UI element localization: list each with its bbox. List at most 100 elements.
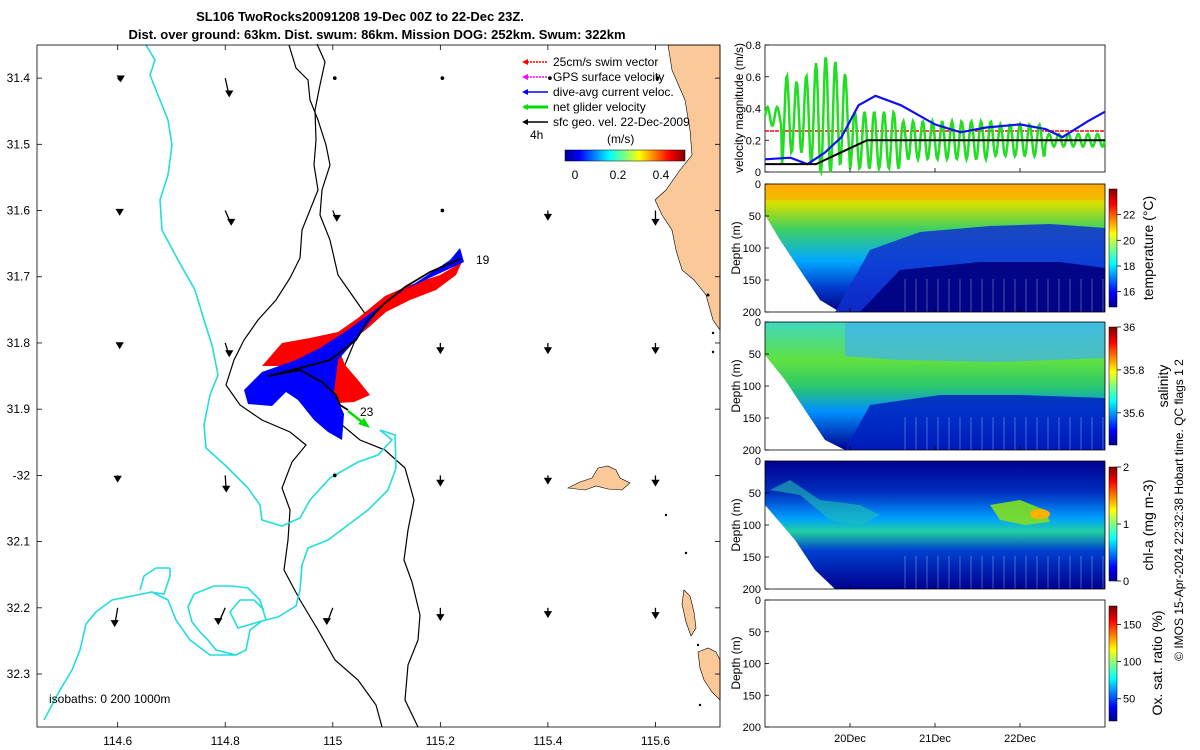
colorbar-tick-0: 0 bbox=[572, 168, 579, 182]
geo-arrowhead bbox=[225, 90, 234, 98]
temperature-colorbar bbox=[1108, 188, 1118, 308]
depth-tick-label: 150 bbox=[743, 690, 761, 702]
map-y-tick-label: 31.6 bbox=[7, 204, 31, 218]
colorbar-tick-label: 100 bbox=[1123, 657, 1141, 669]
map-y-tick-label: 31.8 bbox=[7, 336, 31, 350]
geo-arrowhead bbox=[214, 618, 223, 626]
depth-tick-label: 0 bbox=[755, 179, 761, 191]
salinity-depth-label: Depth (m) bbox=[729, 359, 743, 412]
geo-arrowhead bbox=[222, 485, 231, 493]
velocity-panel: 0 0.2 0.4 0.6 0.8 velocity magnitude (m/s) bbox=[732, 40, 1107, 179]
depth-tick-label: 200 bbox=[743, 445, 761, 457]
oxygen-depth-label: Depth (m) bbox=[729, 636, 743, 689]
current-vector-fill bbox=[244, 248, 464, 440]
geo-arrowhead bbox=[543, 347, 553, 355]
geo-arrowhead bbox=[322, 618, 331, 626]
geo-arrow-dot bbox=[440, 208, 445, 213]
date-tick-label: 20Dec bbox=[834, 733, 866, 745]
geo-arrowhead bbox=[436, 347, 445, 355]
date-tick-label: 21Dec bbox=[919, 733, 951, 745]
land-island-garden bbox=[681, 589, 697, 637]
geo-arrowhead bbox=[115, 208, 124, 216]
current-speed-line bbox=[764, 94, 1106, 166]
legend-label: net glider velocity bbox=[553, 100, 646, 114]
salinity-panel: 0 50 100 150 200 35.6 35.8 36 Depth (m) salini… bbox=[729, 317, 1171, 457]
chla-panel: 0 50 100 150 200 0 1 2 Depth (m) chl-a (mg m-3… bbox=[729, 456, 1156, 596]
geo-speed-line bbox=[765, 139, 1105, 166]
chla-cb-label: chl-a (mg m-3) bbox=[1140, 479, 1156, 570]
geo-arrowhead bbox=[225, 350, 234, 358]
legend-label: dive-avg current veloc. bbox=[553, 85, 674, 99]
velocity-tick-label: 0.2 bbox=[746, 135, 761, 147]
geo-arrow-dot bbox=[655, 76, 660, 80]
geo-arrowhead bbox=[436, 614, 445, 622]
colorbar-tick-label: 35.8 bbox=[1123, 365, 1144, 377]
legend-label: sfc geo. vel. 22-Dec-2009 bbox=[553, 115, 690, 129]
colorbar-tick-1: 0.2 bbox=[610, 168, 627, 182]
land-island-rottnest bbox=[566, 465, 631, 491]
map-y-tick-label: 32.1 bbox=[7, 535, 31, 549]
title-line-1: SL106 TwoRocks20091208 19-Dec 00Z to 22-… bbox=[196, 9, 524, 24]
geo-arrowhead bbox=[543, 611, 553, 619]
depth-tick-label: 150 bbox=[743, 413, 761, 425]
velocity-tick-label: 0.8 bbox=[746, 40, 761, 52]
map-x-tick-label: 115.4 bbox=[533, 734, 562, 748]
salinity-colorbar bbox=[1108, 326, 1118, 446]
depth-tick-label: 200 bbox=[743, 722, 761, 734]
map-frame bbox=[36, 44, 721, 728]
geo-arrow-dot bbox=[332, 76, 337, 80]
colorbar-tick-label: 150 bbox=[1123, 620, 1141, 632]
geo-velocity-arrows bbox=[110, 75, 660, 628]
map-x-tick-label: 115 bbox=[323, 734, 342, 748]
geo-arrowhead bbox=[651, 347, 660, 355]
velocity-tick-label: 0 bbox=[755, 167, 761, 179]
depth-tick-label: 50 bbox=[749, 488, 761, 500]
salinity-cb-label: salinity bbox=[1155, 365, 1171, 408]
title-line-2: Dist. over ground: 63km. Dist. swum: 86k… bbox=[128, 27, 625, 42]
geo-arrowhead bbox=[543, 477, 553, 485]
colorbar-tick-label: 22 bbox=[1123, 210, 1135, 222]
depth-tick-label: 0 bbox=[755, 595, 761, 607]
depth-tick-label: 100 bbox=[743, 659, 761, 671]
oxygen-cb-label: Ox. sat. ratio (%) bbox=[1149, 610, 1165, 715]
geo-arrowhead bbox=[110, 620, 119, 628]
temperature-panel: 0 50 100 150 200 16 18 20 22 Depth (m) temperat… bbox=[729, 179, 1156, 319]
legend-arrowhead bbox=[522, 74, 528, 80]
legend-arrowhead bbox=[522, 119, 528, 125]
velocity-ylabel: velocity magnitude (m/s) bbox=[732, 43, 746, 173]
day-label-end: 23 bbox=[360, 405, 374, 419]
geo-arrowhead bbox=[116, 75, 125, 83]
velocity-tick-label: 0.6 bbox=[746, 72, 761, 84]
temperature-cb-label: temperature (°C) bbox=[1140, 196, 1156, 300]
depth-tick-label: 100 bbox=[743, 520, 761, 532]
geo-arrowhead bbox=[651, 612, 660, 620]
depth-tick-label: 50 bbox=[749, 349, 761, 361]
colorbar-tick-label: 18 bbox=[1123, 261, 1135, 273]
depth-tick-label: 200 bbox=[743, 307, 761, 319]
velocity-tick-label: 0.4 bbox=[746, 104, 761, 116]
colorbar-tick-label: 16 bbox=[1123, 287, 1135, 299]
geo-arrowhead bbox=[436, 479, 445, 487]
isobaths-label: isobaths: 0 200 1000m bbox=[49, 692, 170, 706]
isobath-1000m bbox=[225, 43, 383, 728]
chla-depth-label: Depth (m) bbox=[729, 498, 743, 551]
map-y-tick-label: 31.4 bbox=[7, 71, 31, 85]
geo-arrowhead bbox=[651, 479, 660, 487]
oxygen-colorbar bbox=[1108, 605, 1118, 722]
legend-arrowhead bbox=[522, 89, 528, 95]
geo-arrowhead bbox=[227, 218, 236, 226]
depth-tick-label: 50 bbox=[749, 627, 761, 639]
scale-label: 4h bbox=[530, 128, 543, 142]
map-x-tick-label: 114.6 bbox=[103, 734, 132, 748]
date-tick-label: 22Dec bbox=[1004, 733, 1036, 745]
colorbar-tick-label: 20 bbox=[1123, 235, 1135, 247]
map-y-tick-label: 31.7 bbox=[7, 270, 31, 284]
legend-label: GPS surface velocity bbox=[553, 70, 664, 84]
colorbar-tick-label: 0 bbox=[1123, 576, 1129, 588]
depth-tick-label: 100 bbox=[743, 381, 761, 393]
geo-arrowhead bbox=[332, 214, 341, 222]
map-y-tick-label: 31.9 bbox=[7, 402, 31, 416]
depth-tick-label: 100 bbox=[743, 243, 761, 255]
map-axes: 114.6 114.8 115 115.2 115.4 115.6 31.4 31.5 31.6… bbox=[7, 45, 720, 748]
